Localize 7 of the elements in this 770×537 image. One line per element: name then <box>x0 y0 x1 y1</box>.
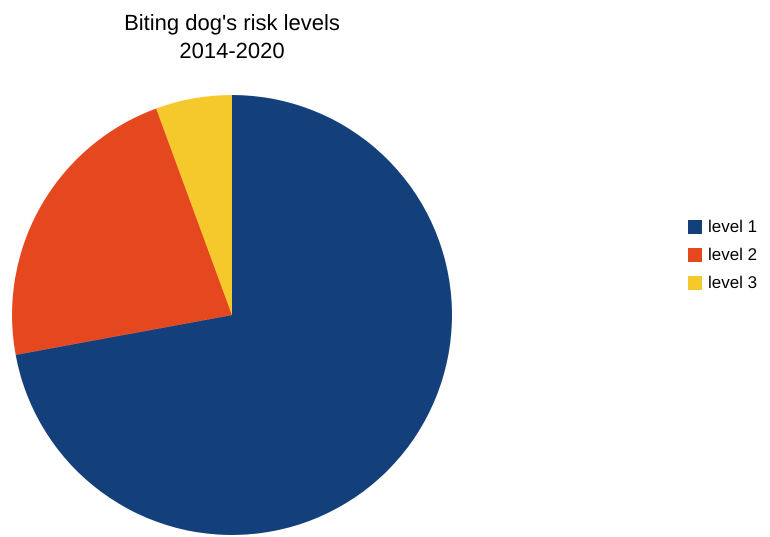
legend-label: level 2 <box>708 245 758 264</box>
chart-title: Biting dog's risk levels 2014-2020 <box>124 10 340 63</box>
pie-slice <box>156 95 232 315</box>
legend-label: level 3 <box>708 273 758 292</box>
pie-slice <box>12 108 232 355</box>
legend-label: level 1 <box>708 217 758 236</box>
pie-slice <box>16 95 452 535</box>
